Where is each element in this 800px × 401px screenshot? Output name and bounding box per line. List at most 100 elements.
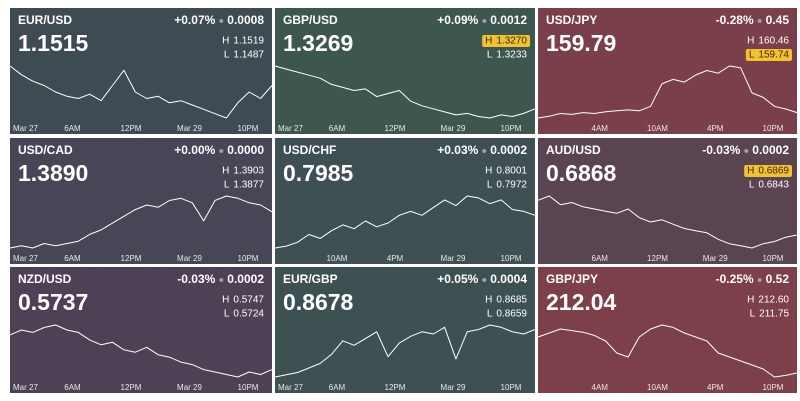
high-prefix: H (485, 166, 492, 177)
high-value: 0.8001 (496, 166, 527, 177)
price: 212.04 (546, 289, 617, 315)
price-line (537, 65, 798, 119)
change-percent: +0.07% (174, 13, 215, 27)
x-tick-label: 4PM (707, 383, 724, 392)
x-tick-label: 12PM (647, 254, 668, 263)
x-tick-label: 10AM (327, 254, 348, 263)
x-tick-label: 12PM (121, 383, 142, 392)
pair-name: GBP/USD (283, 13, 338, 27)
tile-background (10, 267, 272, 393)
x-tick-label: Mar 29 (177, 254, 202, 263)
tile-background (275, 138, 535, 264)
low-prefix: L (487, 50, 493, 61)
high-prefix: H (222, 295, 229, 306)
x-tick-label: 10AM (647, 124, 668, 133)
low-prefix: L (749, 50, 755, 61)
x-tick-label: 10PM (763, 383, 784, 392)
separator-dot (219, 278, 224, 282)
low-prefix: L (224, 309, 230, 320)
x-tick-label: 10PM (238, 254, 259, 263)
change: 0.0002 (752, 143, 789, 157)
high-value: 160.46 (758, 36, 789, 47)
tile-background (538, 267, 797, 393)
price: 0.6868 (546, 160, 617, 186)
price-line (9, 324, 273, 378)
high-prefix: H (485, 36, 492, 47)
x-tick-label: 6AM (64, 254, 81, 263)
highlight-badge (482, 35, 530, 47)
price: 0.8678 (283, 289, 354, 315)
price-line (537, 324, 798, 378)
high-value: 1.3270 (496, 36, 527, 47)
separator-dot (482, 149, 487, 153)
high-prefix: H (747, 295, 754, 306)
x-tick-label: 6AM (329, 383, 346, 392)
high-prefix: H (747, 36, 754, 47)
x-tick-label: 6AM (329, 124, 346, 133)
x-tick-label: 4PM (387, 254, 404, 263)
separator-dot (219, 19, 224, 23)
pair-name: EUR/USD (18, 13, 72, 27)
low-prefix: L (749, 180, 755, 191)
change-percent: -0.03% (702, 143, 740, 157)
high-prefix: H (485, 295, 492, 306)
price: 0.5737 (18, 289, 88, 315)
change-percent: -0.25% (716, 272, 754, 286)
x-tick-label: 10PM (763, 124, 784, 133)
separator-dot (757, 19, 762, 23)
low-prefix: L (487, 309, 493, 320)
pair-name: GBP/JPY (546, 272, 598, 286)
highlight-badge (744, 165, 792, 177)
high-value: 0.5747 (233, 295, 264, 306)
x-tick-label: Mar 27 (13, 254, 38, 263)
change-percent: +0.05% (437, 272, 478, 286)
high-value: 212.60 (758, 295, 789, 306)
x-tick-label: 10PM (238, 383, 259, 392)
change: 0.0004 (490, 272, 527, 286)
change-percent: +0.09% (437, 13, 478, 27)
x-tick-label: 4AM (592, 383, 609, 392)
low-value: 0.8659 (496, 309, 527, 320)
change: 0.0008 (227, 13, 264, 27)
x-tick-label: 12PM (121, 124, 142, 133)
x-tick-label: 10PM (501, 124, 522, 133)
x-tick-label: 12PM (121, 254, 142, 263)
low-value: 0.6843 (758, 180, 789, 191)
high-value: 1.3903 (233, 166, 264, 177)
change: 0.52 (766, 272, 790, 286)
pair-name: AUD/USD (546, 143, 601, 157)
high-value: 1.1519 (233, 36, 264, 47)
x-tick-label: Mar 29 (441, 124, 466, 133)
low-prefix: L (224, 50, 230, 61)
change: 0.0000 (227, 143, 264, 157)
price-line (274, 324, 536, 378)
quote-tile: GBP/JPY 212.04 0.52 -0.25% 212.60 H 211.75L 4AM… (537, 267, 798, 393)
low-value: 1.3233 (496, 50, 527, 61)
price-line (274, 195, 536, 249)
x-tick-label: 6AM (64, 383, 81, 392)
tile-background (10, 8, 272, 134)
x-tick-label: Mar 27 (278, 383, 303, 392)
x-tick-label: 10AM (647, 383, 668, 392)
quote-tile: USD/JPY 159.79 0.45 -0.28% 160.46 H 159.74L 4AM… (537, 8, 798, 134)
x-tick-label: Mar 29 (441, 383, 466, 392)
x-tick-label: Mar 29 (441, 254, 466, 263)
x-tick-label: 10PM (238, 124, 259, 133)
separator-dot (219, 149, 224, 153)
low-value: 1.1487 (233, 50, 264, 61)
x-tick-label: Mar 27 (278, 124, 303, 133)
change-percent: +0.00% (174, 143, 215, 157)
price-line (537, 195, 798, 249)
x-tick-label: Mar 27 (13, 124, 38, 133)
separator-dot (482, 278, 487, 282)
x-tick-label: 10PM (501, 383, 522, 392)
x-tick-label: Mar 29 (177, 383, 202, 392)
pair-name: NZD/USD (18, 272, 72, 286)
x-tick-label: 10PM (763, 254, 784, 263)
low-value: 0.5724 (233, 309, 264, 320)
